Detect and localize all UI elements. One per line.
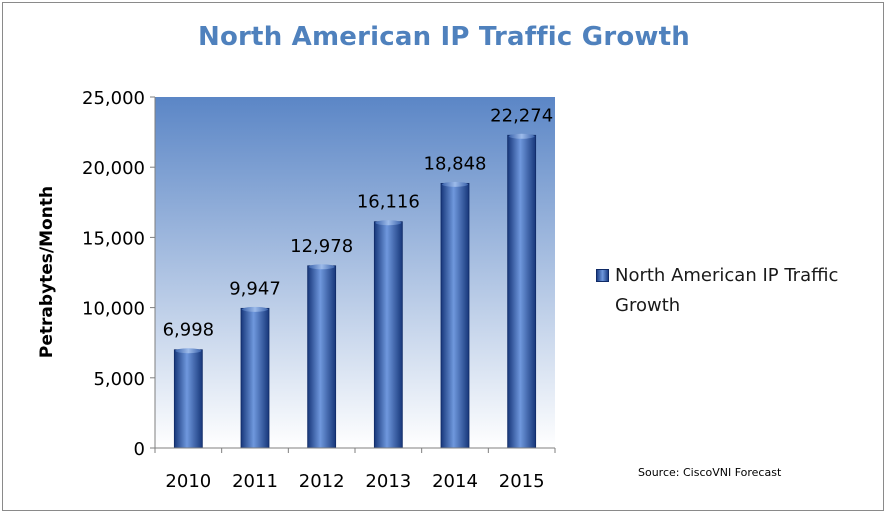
data-label-2010: 6,998 <box>163 320 215 341</box>
data-label-2013: 16,116 <box>357 192 420 213</box>
bar-2010 <box>173 349 203 449</box>
bar-top-2015 <box>508 133 535 139</box>
bar-2011 <box>240 307 270 449</box>
x-tick-label-2013: 2013 <box>365 471 411 492</box>
source-note: Source: CiscoVNI Forecast <box>638 466 782 479</box>
x-tick-label-2012: 2012 <box>299 471 345 492</box>
y-tick-label: 20,000 <box>82 158 145 179</box>
y-tick-label: 10,000 <box>82 299 145 320</box>
bar-top-2014 <box>442 181 468 187</box>
legend: North American IP Traffic Growth <box>596 261 876 321</box>
data-label-2014: 18,848 <box>424 153 487 174</box>
bar-top-2011 <box>242 306 268 312</box>
bar-top-2010 <box>175 348 202 354</box>
bar-top-2012 <box>308 264 335 270</box>
legend-entry-label: North American IP Traffic Growth <box>615 265 839 316</box>
y-tick-label: 5,000 <box>93 369 145 390</box>
y-tick-label: 0 <box>134 439 145 460</box>
x-tick-label-2011: 2011 <box>232 471 278 492</box>
chart-title: North American IP Traffic Growth <box>198 22 690 52</box>
bar-2012 <box>307 265 337 449</box>
data-label-2011: 9,947 <box>229 278 281 299</box>
data-label-2015: 22,274 <box>490 105 553 126</box>
x-tick-label-2010: 2010 <box>165 471 211 492</box>
bar-top-2013 <box>375 220 402 226</box>
bar-2013 <box>373 221 403 449</box>
data-label-2012: 12,978 <box>290 236 353 257</box>
bar-2015 <box>507 134 537 449</box>
y-tick-label: 25,000 <box>82 88 145 109</box>
bar-2014 <box>440 182 470 449</box>
plot-area <box>155 97 555 448</box>
legend-swatch <box>596 269 609 282</box>
x-tick-label-2015: 2015 <box>499 471 545 492</box>
x-tick-label-2014: 2014 <box>432 471 478 492</box>
y-tick-label: 15,000 <box>82 228 145 249</box>
